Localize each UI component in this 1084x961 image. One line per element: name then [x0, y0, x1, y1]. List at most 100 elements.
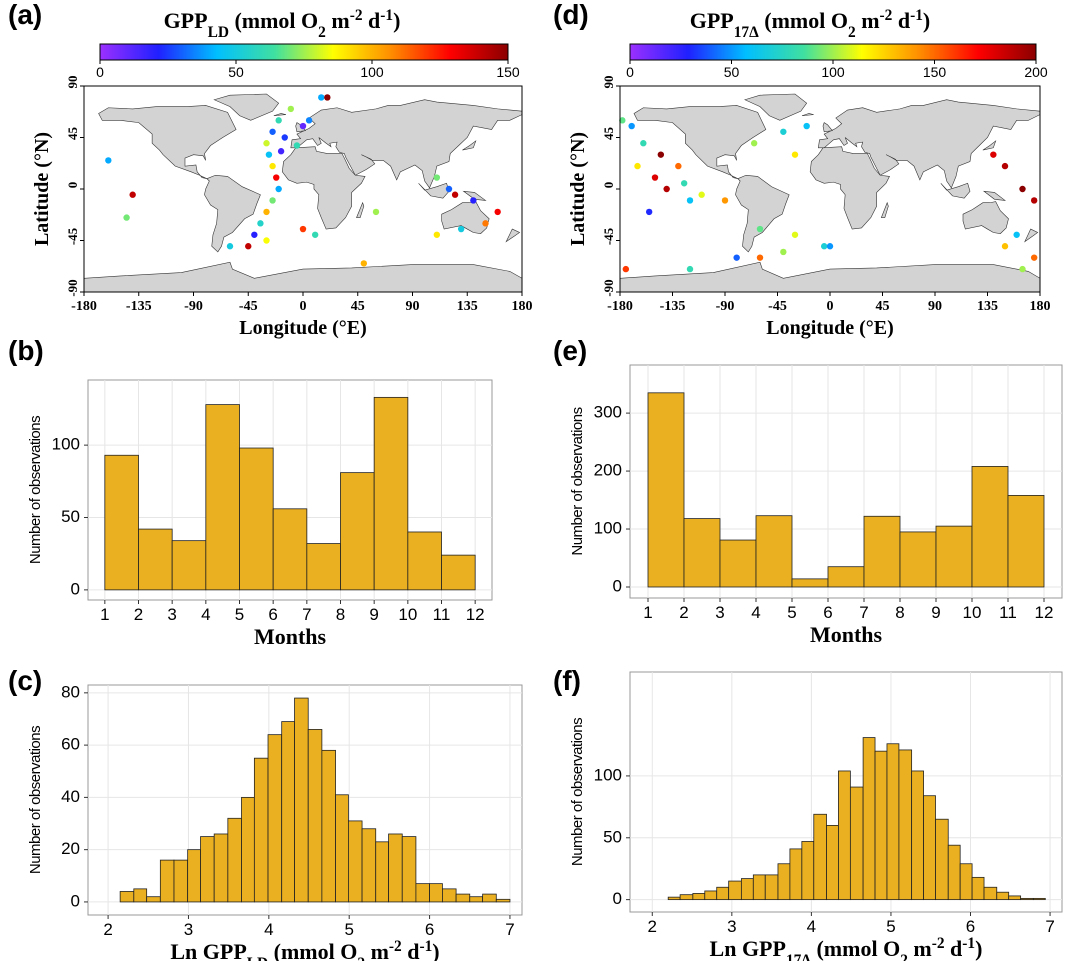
observation-point — [324, 94, 331, 101]
x-tick-label: 90 — [928, 299, 942, 314]
x-tick-label: 90 — [406, 299, 420, 314]
text-segment: -1 — [910, 7, 923, 24]
x-tick-label: 6 — [425, 920, 434, 939]
x-tick-label: -135 — [126, 299, 152, 314]
y-tick-label: 20 — [61, 839, 80, 858]
bar — [1020, 897, 1034, 901]
bar — [104, 454, 139, 591]
x-tick-label: 5 — [787, 603, 796, 622]
x-tick-label: 5 — [235, 605, 244, 624]
observation-point — [1019, 185, 1026, 193]
x-tick-label: 180 — [512, 299, 533, 314]
bar — [171, 540, 207, 591]
observation-point — [1001, 243, 1009, 250]
bar — [187, 849, 201, 903]
bar — [200, 836, 215, 903]
bar — [692, 893, 706, 901]
observation-point — [721, 197, 729, 204]
x-tick-label: 2 — [134, 605, 143, 624]
bar — [253, 757, 269, 903]
bar — [899, 531, 937, 588]
observation-point — [780, 128, 787, 135]
observation-point — [281, 134, 288, 141]
colorbar-tick-label: 100 — [360, 64, 384, 80]
x-tick-label: 1 — [100, 605, 109, 624]
bar — [455, 893, 471, 903]
bar — [911, 770, 924, 901]
x-tick-label: 5 — [344, 920, 353, 939]
observation-point — [680, 180, 688, 187]
text-segment: Ln GPP — [710, 936, 786, 961]
bar — [1007, 495, 1045, 588]
x-tick-label: 45 — [351, 299, 365, 314]
observation-point — [269, 197, 276, 204]
bar — [923, 795, 936, 901]
text-segment: (mmol O — [759, 8, 848, 33]
x-tick-label: 135 — [977, 299, 998, 314]
x-tick-label: 12 — [1035, 603, 1054, 622]
text-segment: m — [908, 936, 932, 961]
y-axis-label: Number of observations — [569, 718, 586, 866]
panel-label: (d) — [553, 0, 589, 30]
x-tick-label: 11 — [999, 603, 1017, 622]
observation-point — [482, 220, 489, 227]
bar — [667, 896, 681, 901]
bar — [886, 743, 900, 901]
observation-point — [663, 185, 670, 193]
observation-point — [287, 105, 295, 113]
observation-point — [803, 122, 810, 130]
y-tick-label: 90 — [65, 76, 80, 89]
text-segment: d — [402, 939, 420, 961]
x-tick-label: 3 — [167, 605, 176, 624]
x-tick-label: 3 — [727, 917, 736, 936]
bar — [119, 891, 135, 903]
bar — [789, 848, 803, 901]
panel-label: (f) — [553, 665, 581, 696]
text-segment: m — [365, 939, 389, 961]
observation-point — [251, 231, 258, 238]
bar — [146, 896, 161, 903]
bar — [267, 734, 283, 903]
colorbar-tick-label: 150 — [496, 64, 520, 80]
bar — [442, 888, 457, 903]
observation-point — [733, 254, 740, 261]
x-tick-label: 2 — [679, 603, 688, 622]
observation-point — [1013, 231, 1020, 238]
bar — [801, 841, 815, 901]
observation-point — [820, 243, 828, 250]
x-axis-label: Months — [810, 622, 883, 647]
x-tick-label: -90 — [716, 299, 735, 314]
bar — [361, 828, 377, 903]
observation-point — [686, 265, 694, 273]
text-segment: Ln GPP — [170, 939, 246, 961]
panel-label: (a) — [8, 0, 42, 30]
bar — [728, 880, 742, 901]
observation-point — [619, 117, 626, 124]
x-tick-label: 1 — [643, 603, 652, 622]
x-tick-label: 4 — [807, 917, 816, 936]
bar — [213, 833, 229, 903]
y-tick-label: 0 — [601, 182, 616, 189]
x-tick-label: 6 — [966, 917, 975, 936]
bar — [791, 578, 829, 588]
observation-point — [360, 260, 368, 267]
observation-point — [457, 225, 465, 233]
x-tick-label: 12 — [466, 605, 485, 624]
text-segment: d — [945, 936, 963, 961]
observation-point — [275, 185, 282, 193]
bar — [482, 893, 497, 903]
observation-point — [780, 248, 787, 256]
observation-point — [756, 225, 764, 233]
text-segment: GPP — [690, 8, 734, 33]
observation-point — [305, 117, 313, 124]
observation-point — [299, 225, 307, 233]
y-tick-label: 0 — [613, 889, 622, 908]
text-segment: -2 — [350, 7, 363, 24]
y-axis-label: Number of observations — [27, 726, 44, 874]
bar — [340, 472, 375, 591]
bar — [388, 833, 403, 903]
observation-point — [791, 231, 799, 238]
bar — [971, 876, 985, 901]
bar — [321, 749, 336, 903]
